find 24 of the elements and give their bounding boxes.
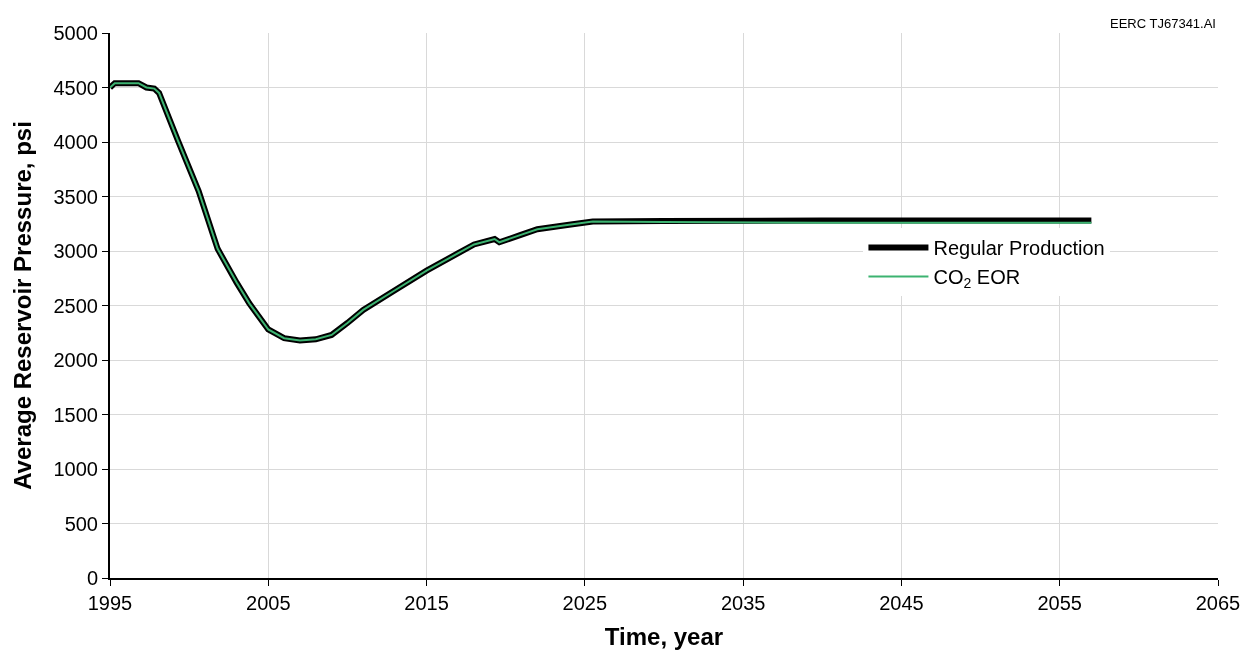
text: EERC TJ67341.AI bbox=[1110, 16, 1216, 31]
y-tick-label: 4500 bbox=[53, 76, 98, 99]
y-tick-label: 0 bbox=[86, 567, 98, 589]
legend-label: CO$_{2}$ EOR bbox=[933, 266, 1021, 292]
y-tick-label: 4000 bbox=[53, 131, 98, 153]
y-axis-title: Average Reservoir Pressure, psi bbox=[9, 121, 37, 490]
y-tick-label: 1500 bbox=[53, 403, 98, 426]
y-tick-label: 500 bbox=[64, 512, 98, 535]
x-tick-label: 2025 bbox=[562, 592, 608, 614]
x-axis-title: Time, year bbox=[604, 622, 724, 650]
x-tick-label: 2005 bbox=[246, 592, 291, 614]
x-tick-label: 2015 bbox=[404, 592, 449, 614]
x-tick-label: 2065 bbox=[1195, 592, 1241, 614]
legend-label: Regular Production bbox=[933, 237, 1105, 260]
y-tick-label: 3500 bbox=[53, 185, 98, 208]
y-tick-label: 2500 bbox=[53, 294, 98, 317]
y-tick-label: 2000 bbox=[53, 349, 98, 371]
y-tick-label: 5000 bbox=[53, 22, 98, 44]
y-tick-label: 3000 bbox=[53, 240, 98, 262]
y-tick-label: 1000 bbox=[53, 458, 98, 480]
x-tick-label: 2035 bbox=[720, 592, 766, 614]
x-tick-label: 1995 bbox=[87, 592, 133, 614]
x-tick-label: 2045 bbox=[879, 592, 924, 614]
x-tick-label: 2055 bbox=[1037, 592, 1082, 614]
